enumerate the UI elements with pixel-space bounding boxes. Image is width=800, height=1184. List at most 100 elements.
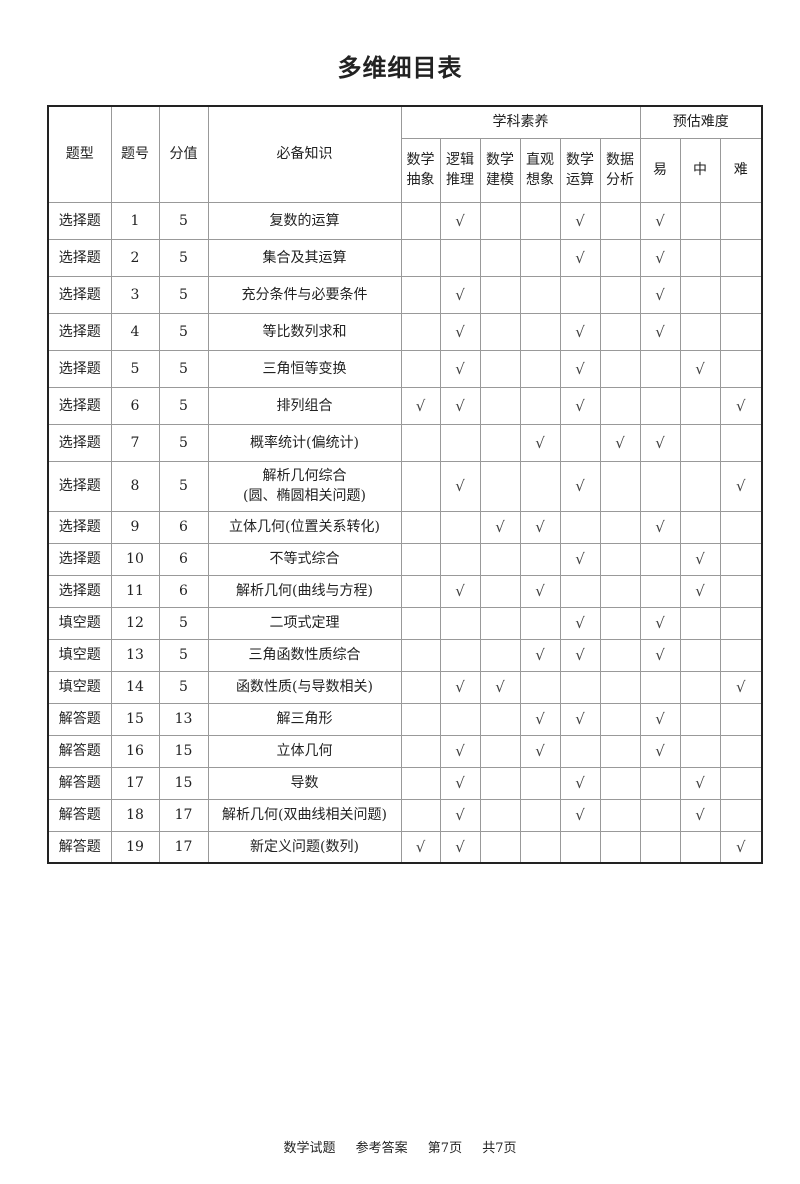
cell-type: 选择题 bbox=[47, 349, 112, 388]
empty-cell bbox=[719, 574, 763, 608]
header-literacy-1: 逻辑 推理 bbox=[439, 137, 481, 203]
cell-knowledge: 二项式定理 bbox=[207, 606, 402, 640]
empty-cell bbox=[719, 275, 763, 314]
empty-cell bbox=[479, 275, 521, 314]
cell-type: 填空题 bbox=[47, 670, 112, 704]
cell-num: 3 bbox=[110, 275, 160, 314]
check-mark-icon: √ bbox=[439, 734, 481, 768]
check-mark-icon: √ bbox=[439, 574, 481, 608]
footer-subject: 数学试题 bbox=[283, 1141, 336, 1156]
empty-cell bbox=[519, 606, 561, 640]
empty-cell bbox=[599, 734, 641, 768]
check-mark-icon: √ bbox=[559, 766, 601, 800]
check-mark-icon: √ bbox=[679, 798, 721, 832]
empty-cell bbox=[719, 312, 763, 351]
table-row: 选择题 9 6 立体几何(位置关系转化) √ √ √ bbox=[47, 510, 763, 544]
empty-cell bbox=[599, 574, 641, 608]
cell-knowledge: 集合及其运算 bbox=[207, 238, 402, 277]
check-mark-icon: √ bbox=[519, 423, 561, 462]
cell-num: 5 bbox=[110, 349, 160, 388]
cell-type: 选择题 bbox=[47, 574, 112, 608]
table-row: 选择题 8 5 解析几何综合 (圆、椭圆相关问题) √ √ √ bbox=[47, 460, 763, 512]
empty-cell bbox=[439, 702, 481, 736]
cell-num: 13 bbox=[110, 638, 160, 672]
empty-cell bbox=[599, 275, 641, 314]
check-mark-icon: √ bbox=[519, 734, 561, 768]
empty-cell bbox=[719, 734, 763, 768]
empty-cell bbox=[719, 349, 763, 388]
empty-cell bbox=[400, 312, 441, 351]
empty-cell bbox=[599, 830, 641, 864]
empty-cell bbox=[519, 349, 561, 388]
empty-cell bbox=[719, 238, 763, 277]
empty-cell bbox=[439, 606, 481, 640]
empty-cell bbox=[400, 275, 441, 314]
empty-cell bbox=[679, 734, 721, 768]
empty-cell bbox=[519, 670, 561, 704]
check-mark-icon: √ bbox=[639, 312, 681, 351]
empty-cell bbox=[479, 238, 521, 277]
check-mark-icon: √ bbox=[559, 542, 601, 576]
empty-cell bbox=[599, 606, 641, 640]
check-mark-icon: √ bbox=[639, 275, 681, 314]
check-mark-icon: √ bbox=[639, 638, 681, 672]
empty-cell bbox=[479, 606, 521, 640]
empty-cell bbox=[599, 670, 641, 704]
cell-knowledge: 立体几何 bbox=[207, 734, 402, 768]
empty-cell bbox=[479, 830, 521, 864]
empty-cell bbox=[679, 510, 721, 544]
check-mark-icon: √ bbox=[639, 201, 681, 240]
check-mark-icon: √ bbox=[639, 238, 681, 277]
check-mark-icon: √ bbox=[400, 386, 441, 425]
check-mark-icon: √ bbox=[559, 798, 601, 832]
empty-cell bbox=[479, 542, 521, 576]
empty-cell bbox=[679, 638, 721, 672]
empty-cell bbox=[719, 606, 763, 640]
header-difficulty-1: 中 bbox=[679, 137, 721, 203]
check-mark-icon: √ bbox=[599, 423, 641, 462]
empty-cell bbox=[719, 702, 763, 736]
empty-cell bbox=[719, 423, 763, 462]
table-row: 解答题 18 17 解析几何(双曲线相关问题) √ √ √ bbox=[47, 798, 763, 832]
empty-cell bbox=[679, 386, 721, 425]
header-difficulty-group: 预估难度 bbox=[639, 105, 763, 139]
cell-knowledge: 充分条件与必要条件 bbox=[207, 275, 402, 314]
empty-cell bbox=[679, 606, 721, 640]
cell-type: 选择题 bbox=[47, 460, 112, 512]
empty-cell bbox=[599, 349, 641, 388]
check-mark-icon: √ bbox=[439, 201, 481, 240]
check-mark-icon: √ bbox=[519, 510, 561, 544]
header-literacy-group: 学科素养 bbox=[400, 105, 641, 139]
cell-type: 选择题 bbox=[47, 386, 112, 425]
cell-score: 17 bbox=[158, 798, 209, 832]
cell-num: 12 bbox=[110, 606, 160, 640]
cell-type: 选择题 bbox=[47, 542, 112, 576]
cell-type: 选择题 bbox=[47, 510, 112, 544]
table-row: 填空题 13 5 三角函数性质综合 √ √ √ bbox=[47, 638, 763, 672]
empty-cell bbox=[400, 574, 441, 608]
header-literacy-3: 直观 想象 bbox=[519, 137, 561, 203]
check-mark-icon: √ bbox=[559, 238, 601, 277]
check-mark-icon: √ bbox=[439, 830, 481, 864]
cell-knowledge: 解析几何综合 (圆、椭圆相关问题) bbox=[207, 460, 402, 512]
cell-num: 10 bbox=[110, 542, 160, 576]
empty-cell bbox=[679, 670, 721, 704]
cell-num: 15 bbox=[110, 702, 160, 736]
cell-type: 选择题 bbox=[47, 275, 112, 314]
cell-type: 解答题 bbox=[47, 734, 112, 768]
empty-cell bbox=[400, 766, 441, 800]
empty-cell bbox=[400, 638, 441, 672]
table-row: 解答题 19 17 新定义问题(数列) √ √ √ bbox=[47, 830, 763, 864]
cell-score: 5 bbox=[158, 275, 209, 314]
cell-type: 选择题 bbox=[47, 423, 112, 462]
header-difficulty-0: 易 bbox=[639, 137, 681, 203]
empty-cell bbox=[400, 460, 441, 512]
header-literacy-0: 数学 抽象 bbox=[400, 137, 441, 203]
empty-cell bbox=[519, 766, 561, 800]
empty-cell bbox=[599, 638, 641, 672]
cell-num: 11 bbox=[110, 574, 160, 608]
cell-score: 5 bbox=[158, 670, 209, 704]
empty-cell bbox=[639, 386, 681, 425]
table-row: 填空题 14 5 函数性质(与导数相关) √ √ √ bbox=[47, 670, 763, 704]
empty-cell bbox=[400, 201, 441, 240]
